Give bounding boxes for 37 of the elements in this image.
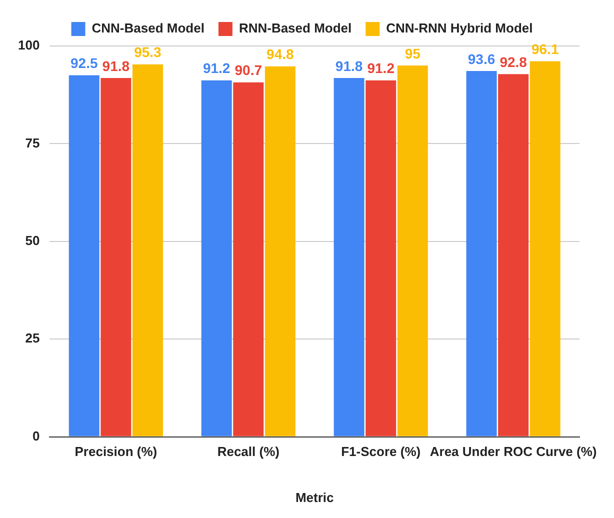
data-label: 91.8 bbox=[335, 58, 363, 74]
bar bbox=[397, 66, 428, 436]
bar bbox=[530, 61, 560, 436]
bar bbox=[498, 74, 529, 436]
y-tick-label: 100 bbox=[18, 38, 40, 53]
legend-label: CNN-RNN Hybrid Model bbox=[386, 20, 533, 36]
data-label: 93.6 bbox=[468, 50, 496, 67]
legend-label: CNN-Based Model bbox=[92, 20, 204, 36]
bar bbox=[201, 80, 232, 436]
bar bbox=[233, 82, 264, 436]
data-label: 94.8 bbox=[266, 46, 294, 62]
data-label: 91.2 bbox=[367, 60, 395, 76]
bar bbox=[466, 71, 497, 436]
data-label: 96.1 bbox=[531, 41, 559, 58]
data-label: 91.8 bbox=[102, 58, 130, 74]
y-tick-label: 0 bbox=[32, 428, 40, 444]
data-label: 91.2 bbox=[202, 60, 230, 76]
y-tick-label: 25 bbox=[25, 330, 40, 346]
bar bbox=[334, 78, 364, 436]
x-tick-label: Area Under ROC Curve (%) bbox=[430, 444, 597, 460]
bar bbox=[68, 75, 100, 436]
bar bbox=[264, 66, 296, 436]
y-tick-label: 75 bbox=[25, 135, 40, 150]
bar bbox=[132, 64, 163, 436]
bar bbox=[100, 78, 132, 436]
data-label: 90.7 bbox=[234, 62, 262, 78]
data-label: 92.5 bbox=[70, 55, 98, 72]
y-tick-label: 50 bbox=[25, 232, 40, 248]
x-tick-label: F1-Score (%) bbox=[341, 444, 421, 460]
x-tick-label: Recall (%) bbox=[217, 444, 280, 460]
bar bbox=[366, 80, 396, 436]
data-label: 95 bbox=[404, 45, 421, 62]
x-tick-label: Precision (%) bbox=[74, 444, 158, 460]
x-axis-title: Metric bbox=[295, 490, 334, 505]
legend-label: RNN-Based Model bbox=[238, 20, 352, 36]
data-label: 92.8 bbox=[500, 54, 528, 70]
data-label: 95.3 bbox=[134, 44, 162, 60]
